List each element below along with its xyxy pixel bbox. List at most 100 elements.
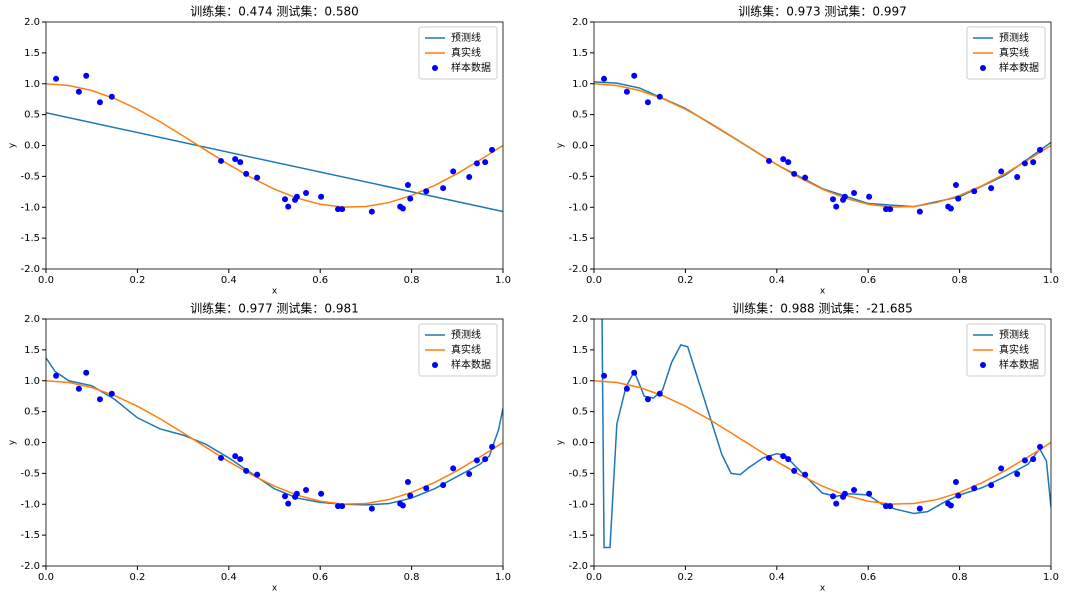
legend-label: 真实线 — [999, 46, 1029, 59]
chart-title: 训练集：0.973 测试集：0.997 — [738, 4, 907, 19]
legend-label: 真实线 — [451, 46, 481, 59]
y-tick-label: -2.0 — [568, 561, 588, 572]
point — [335, 503, 342, 510]
point — [883, 206, 890, 213]
point — [971, 188, 978, 195]
point — [404, 182, 411, 189]
point — [656, 390, 663, 397]
point — [335, 206, 342, 213]
plot-marks — [46, 357, 503, 512]
point — [339, 206, 346, 213]
y-tick-label: -2.0 — [20, 561, 40, 572]
y-tick-label: 0.0 — [572, 141, 588, 152]
point — [108, 93, 115, 100]
x-tick-label: 0.6 — [312, 572, 328, 583]
x-tick-label: 0.8 — [952, 275, 968, 286]
y-tick-label: 0.5 — [572, 407, 588, 418]
point — [237, 159, 244, 166]
plot-marks — [46, 72, 503, 215]
point — [423, 188, 430, 195]
point — [232, 156, 239, 163]
legend-label: 样本数据 — [999, 61, 1039, 74]
point — [440, 482, 447, 489]
y-tick-label: -1.5 — [568, 530, 588, 541]
point — [96, 99, 103, 106]
point — [780, 156, 787, 163]
point — [780, 453, 787, 460]
point — [282, 196, 289, 203]
y-tick-label: 0.5 — [24, 110, 40, 121]
axes-frame — [45, 318, 504, 567]
point — [955, 492, 962, 499]
x-tick-label: 1.0 — [495, 572, 511, 583]
y-tick-label: -1.0 — [20, 202, 40, 213]
x-tick-label: 0.4 — [221, 275, 237, 286]
subplot: 训练集：0.988 测试集：-21.685 0.0 0.2 0.4 0.6 0.8 1.0 -… — [556, 301, 1059, 594]
point — [218, 157, 225, 164]
point — [450, 168, 457, 175]
x-tick-label: 0.8 — [404, 275, 420, 286]
point — [108, 390, 115, 397]
x-tick-label: 0.4 — [221, 572, 237, 583]
x-tick-label: 1.0 — [1043, 275, 1059, 286]
point — [601, 75, 608, 82]
x-tick-label: 0.2 — [129, 275, 145, 286]
point — [339, 503, 346, 510]
x-tick-label: 0.0 — [586, 275, 602, 286]
point — [866, 193, 873, 200]
y-tick-label: 2.0 — [572, 17, 588, 28]
point — [1030, 456, 1037, 463]
y-tick-label: 1.0 — [24, 79, 40, 90]
axes-frame — [593, 21, 1052, 270]
point — [399, 205, 406, 212]
point — [998, 168, 1005, 175]
legend-label: 预测线 — [451, 31, 481, 44]
legend-label: 预测线 — [451, 328, 481, 341]
point — [988, 185, 995, 192]
y-tick-label: 1.5 — [572, 48, 588, 59]
point — [1037, 146, 1044, 153]
x-tick-label: 0.4 — [769, 572, 785, 583]
point — [785, 456, 792, 463]
point — [282, 493, 289, 500]
point — [83, 72, 90, 79]
point — [830, 196, 837, 203]
point — [887, 206, 894, 213]
y-tick-label: 2.0 — [24, 314, 40, 325]
x-tick-label: 0.4 — [769, 275, 785, 286]
y-tick-label: -1.0 — [20, 499, 40, 510]
x-tick-label: 0.6 — [312, 275, 328, 286]
y-tick-label: 2.0 — [24, 17, 40, 28]
point — [96, 396, 103, 403]
point — [851, 190, 858, 197]
x-tick-label: 1.0 — [1043, 572, 1059, 583]
line — [594, 81, 1051, 208]
point — [243, 170, 250, 177]
y-tick-label: -0.5 — [568, 468, 588, 479]
point — [785, 159, 792, 166]
point — [293, 193, 300, 200]
y-tick-label: 1.5 — [572, 345, 588, 356]
point — [489, 146, 496, 153]
point — [466, 470, 473, 477]
point — [1021, 457, 1028, 464]
point — [802, 174, 809, 181]
point — [285, 203, 292, 210]
point — [1014, 470, 1021, 477]
point — [293, 490, 300, 497]
x-tick-label: 0.2 — [677, 275, 693, 286]
x-tick-label: 0.0 — [38, 572, 54, 583]
point — [833, 500, 840, 507]
y-tick-label: 0.5 — [572, 110, 588, 121]
point — [404, 479, 411, 486]
subplot: 训练集：0.474 测试集：0.580 0.0 0.2 0.4 0.6 0.8 1.0 -2.… — [8, 4, 511, 297]
y-axis-label: y — [8, 439, 18, 445]
point — [303, 190, 310, 197]
point — [407, 195, 414, 202]
point — [656, 93, 663, 100]
y-tick-label: -1.5 — [20, 530, 40, 541]
point — [952, 479, 959, 486]
point — [218, 454, 225, 461]
